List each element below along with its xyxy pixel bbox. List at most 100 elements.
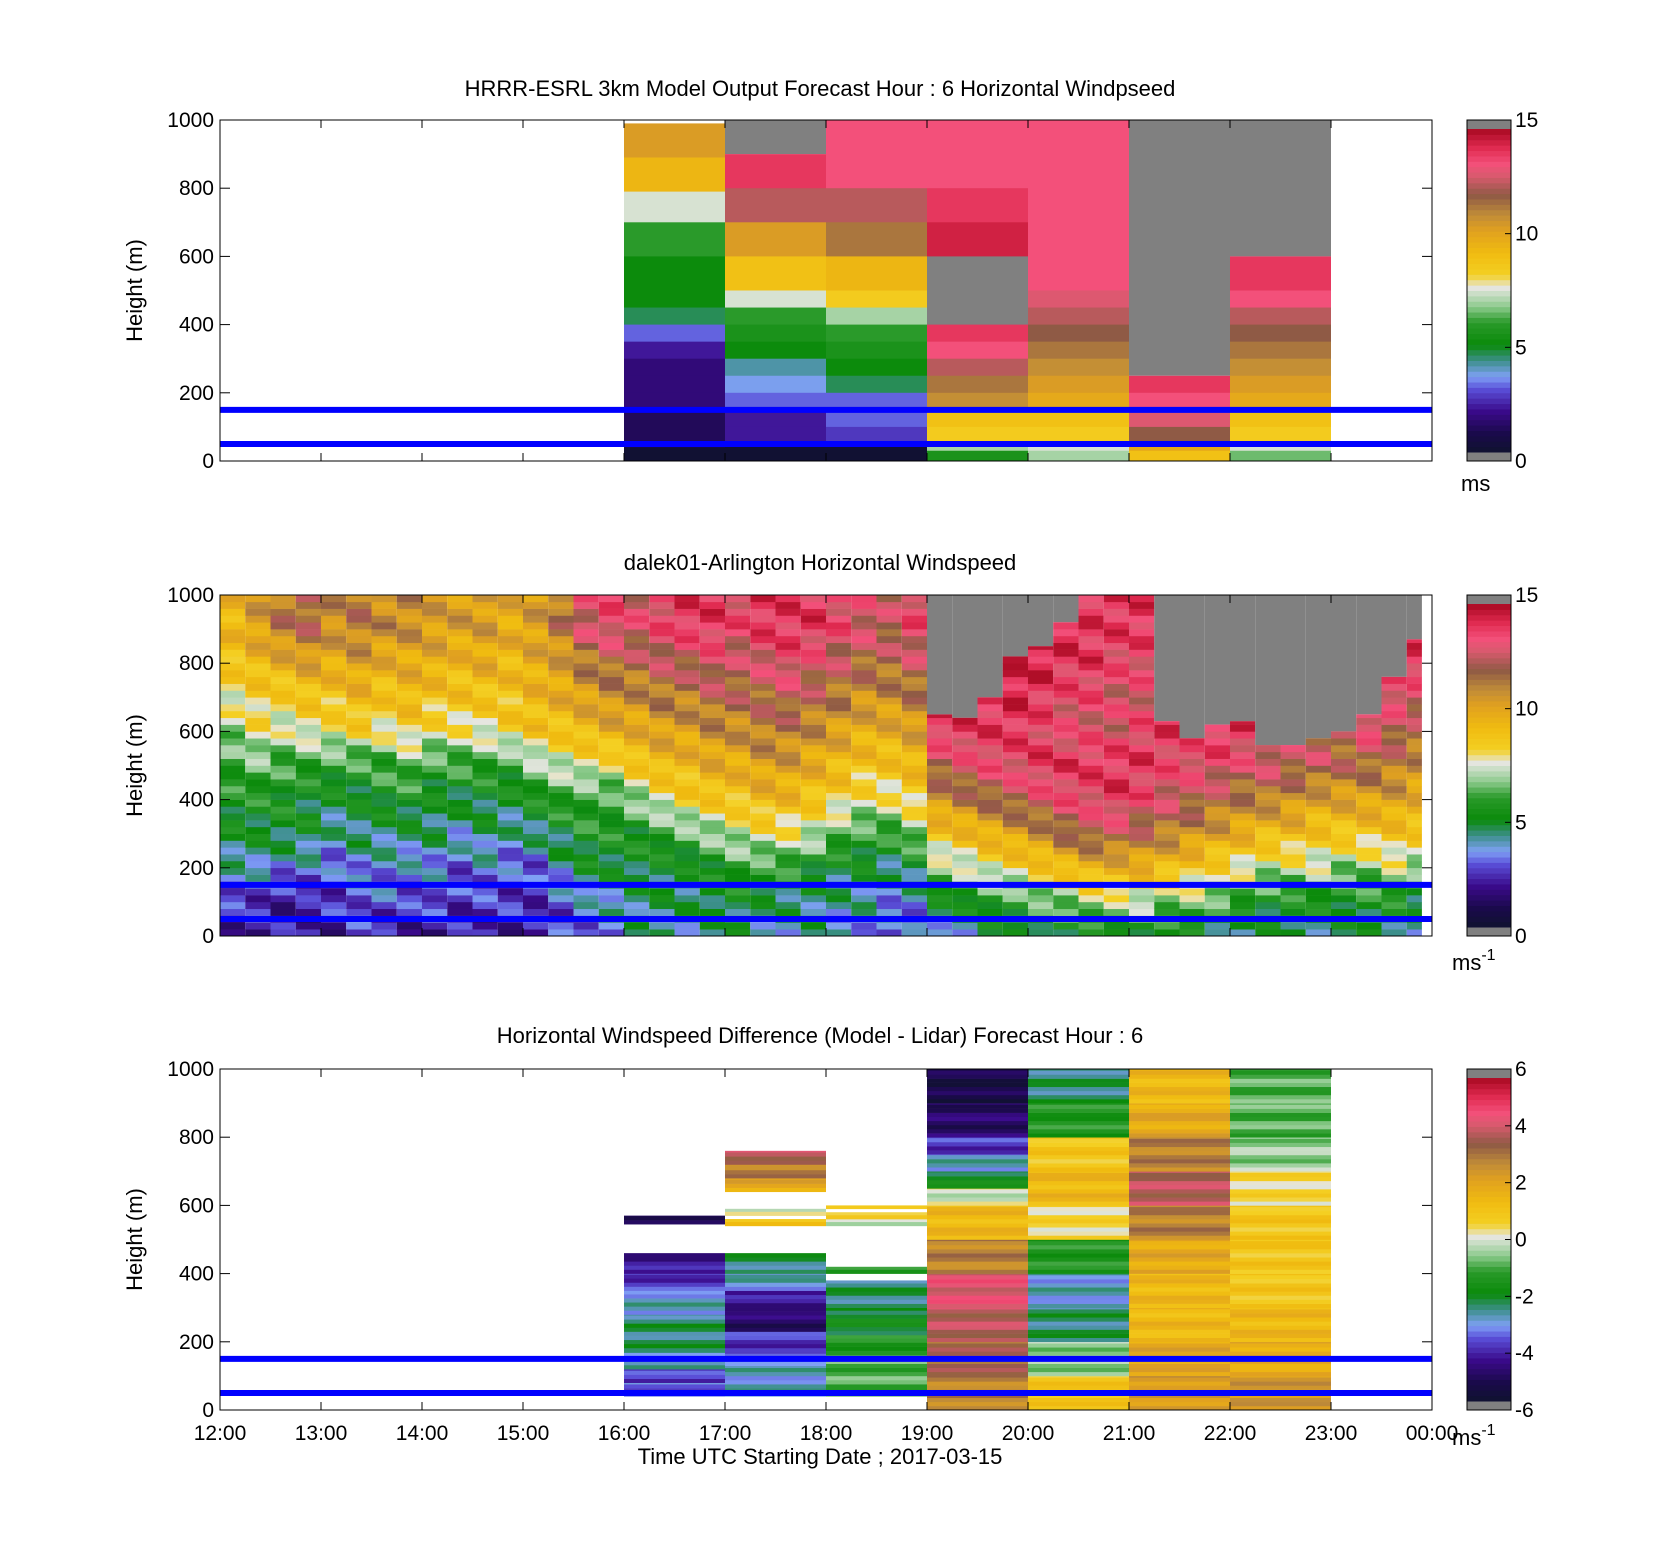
lidar-cell xyxy=(876,820,902,828)
lidar-cell xyxy=(346,929,372,937)
lidar-cell xyxy=(1331,826,1357,834)
lidar-cell xyxy=(523,595,549,603)
y-tick-label: 0 xyxy=(202,925,214,948)
lidar-cell xyxy=(876,642,902,650)
lidar-cell xyxy=(901,745,927,753)
lidar-cell xyxy=(245,840,271,848)
lidar-cell xyxy=(270,833,296,841)
lidar-cell xyxy=(598,615,624,623)
lidar-cell xyxy=(674,792,700,800)
model-cell xyxy=(624,222,725,257)
lidar-cell xyxy=(1406,670,1422,678)
lidar-cell xyxy=(927,860,953,869)
lidar-cell xyxy=(245,874,271,882)
lidar-cell xyxy=(321,929,347,937)
lidar-cell xyxy=(1305,908,1331,916)
lidar-cell xyxy=(1028,874,1054,882)
lidar-cell xyxy=(497,697,523,705)
lidar-missing-cell xyxy=(1381,595,1407,677)
lidar-cell xyxy=(321,683,347,691)
difference-cell xyxy=(624,1370,725,1375)
lidar-cell xyxy=(371,820,397,828)
lidar-cell xyxy=(901,833,927,841)
lidar-cell xyxy=(977,806,1003,814)
lidar-cell xyxy=(548,670,574,678)
lidar-cell xyxy=(977,888,1003,896)
lidar-cell xyxy=(472,738,498,746)
lidar-cell xyxy=(422,656,448,664)
lidar-cell xyxy=(1255,895,1281,903)
lidar-cell xyxy=(1179,758,1205,766)
lidar-cell xyxy=(548,663,574,671)
lidar-cell xyxy=(472,901,498,910)
difference-cell xyxy=(826,1314,927,1319)
lidar-cell xyxy=(422,751,448,759)
lidar-cell xyxy=(447,929,473,937)
lidar-cell xyxy=(1028,704,1054,712)
difference-cell xyxy=(927,1070,1028,1075)
lidar-cell xyxy=(270,860,296,869)
difference-cell xyxy=(1129,1137,1230,1139)
difference-cell xyxy=(1028,1279,1129,1284)
difference-cell xyxy=(1028,1219,1129,1224)
lidar-cell xyxy=(1179,792,1205,800)
difference-cell xyxy=(1028,1223,1129,1228)
lidar-cell xyxy=(775,663,801,671)
lidar-cell xyxy=(295,663,321,671)
model-heatmap-cells xyxy=(624,120,1331,462)
colorbar-segment xyxy=(1467,673,1511,680)
lidar-cell xyxy=(952,820,978,828)
lidar-cell xyxy=(321,704,347,712)
lidar-cell xyxy=(270,908,296,916)
lidar-cell xyxy=(1078,629,1104,637)
difference-cell xyxy=(725,1365,826,1369)
lidar-cell xyxy=(1103,690,1129,698)
difference-cell xyxy=(1129,1351,1230,1356)
lidar-cell xyxy=(1103,922,1129,930)
lidar-cell xyxy=(1255,860,1281,869)
lidar-cell xyxy=(800,840,826,848)
lidar-cell xyxy=(371,806,397,814)
lidar-cell xyxy=(699,901,725,910)
lidar-cell xyxy=(1255,929,1281,937)
lidar-cell xyxy=(346,629,372,637)
lidar-cell xyxy=(295,895,321,903)
model-cell xyxy=(725,188,826,223)
lidar-cell xyxy=(1381,874,1407,882)
lidar-cell xyxy=(1230,854,1256,862)
lidar-cell xyxy=(1103,724,1129,732)
lidar-cell xyxy=(598,908,624,916)
colorbar-segment xyxy=(1467,614,1511,621)
lidar-cell xyxy=(851,758,877,766)
lidar-cell xyxy=(1078,676,1104,684)
lidar-cell xyxy=(523,622,549,630)
lidar-missing-cell xyxy=(1331,595,1357,732)
lidar-cell xyxy=(1381,867,1407,875)
lidar-cell xyxy=(876,670,902,678)
difference-cell xyxy=(1028,1397,1129,1403)
lidar-cell xyxy=(674,785,700,794)
lidar-cell xyxy=(952,717,978,725)
difference-cell xyxy=(725,1211,826,1216)
lidar-cell xyxy=(447,745,473,753)
colorbar-segment xyxy=(1467,1126,1511,1133)
lidar-cell xyxy=(1154,745,1180,753)
difference-cell xyxy=(1129,1347,1230,1352)
lidar-cell xyxy=(649,799,675,807)
difference-cell xyxy=(1129,1086,1230,1092)
lidar-cell xyxy=(270,629,296,637)
difference-cell xyxy=(1230,1146,1331,1152)
lidar-cell xyxy=(1179,833,1205,841)
difference-cell xyxy=(1230,1239,1331,1242)
lidar-cell xyxy=(952,854,978,862)
colorbar-segment xyxy=(1467,145,1511,152)
difference-cell xyxy=(624,1273,725,1275)
lidar-cell xyxy=(699,847,725,855)
colorbar-segment xyxy=(1467,1363,1511,1370)
model-cell xyxy=(1230,450,1331,462)
lidar-cell xyxy=(371,772,397,780)
difference-cell xyxy=(1129,1205,1230,1208)
lidar-cell xyxy=(371,642,397,650)
lidar-cell xyxy=(245,697,271,705)
